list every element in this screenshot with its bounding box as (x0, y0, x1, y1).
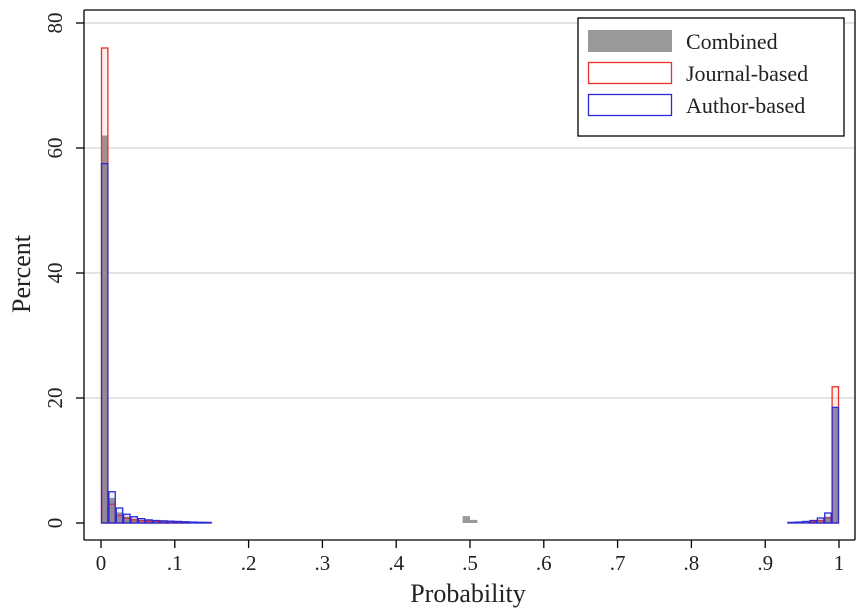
x-tick-label: .7 (610, 551, 626, 575)
x-tick-label: .1 (167, 551, 183, 575)
bar-author-based (130, 516, 139, 524)
bar-author-based (182, 521, 190, 524)
bar-combined (108, 498, 116, 523)
y-axis-label: Percent (7, 234, 36, 313)
x-tick-label: .5 (462, 551, 478, 575)
x-tick-label: .9 (757, 551, 773, 575)
legend-swatch (588, 30, 672, 52)
bar-combined (816, 519, 825, 523)
x-tick-label: 1 (834, 551, 845, 575)
bar-combined (123, 516, 131, 523)
legend-swatch (587, 61, 673, 85)
series-outline-bars (100, 47, 840, 524)
legend-swatch (587, 93, 673, 117)
y-tick-label: 40 (43, 263, 67, 284)
tick-labels: 0 .1 .2 .3 .4 .5 .6 .7 .8 .9 1 0 20 40 60 80 (43, 13, 844, 576)
x-tick-label: 0 (96, 551, 107, 575)
bar-combined (824, 516, 832, 523)
bar-author-based (196, 521, 205, 524)
bar-author-based (831, 406, 840, 524)
bar-combined (831, 407, 839, 523)
legend-label: Author-based (686, 93, 805, 118)
bar-author-based (794, 521, 803, 524)
y-tick-label: 80 (43, 13, 67, 34)
bar-author-based (787, 521, 795, 524)
x-tick-label: .6 (536, 551, 552, 575)
bar-author-based (137, 517, 146, 524)
bar-author-based (115, 507, 124, 524)
bar-author-based (167, 520, 175, 524)
series-combined-bars (101, 135, 839, 523)
x-tick-label: .4 (388, 551, 404, 575)
legend: Combined Journal-based Author-based (577, 17, 845, 137)
legend-label: Combined (686, 29, 778, 54)
bar-author-based (145, 519, 153, 524)
bar-author-based (100, 162, 109, 524)
x-tick-label: .2 (241, 551, 257, 575)
bar-author-based (824, 512, 832, 524)
bar-author-based (189, 521, 198, 524)
bar-combined (470, 519, 478, 523)
bar-combined (115, 512, 124, 523)
bar-author-based (122, 513, 131, 524)
bar-combined (137, 519, 146, 523)
bar-author-based (816, 517, 825, 524)
bar-combined (101, 135, 109, 523)
y-tick-label: 0 (43, 518, 67, 529)
y-tick-label: 20 (43, 388, 67, 409)
bar-author-based (108, 491, 116, 524)
bar-author-based (159, 520, 168, 524)
bar-author-based (152, 519, 161, 524)
bar-combined (462, 516, 470, 523)
x-axis-label: Probability (410, 579, 526, 608)
bar-combined (130, 518, 138, 523)
legend-label: Journal-based (686, 61, 808, 86)
x-tick-label: .3 (315, 551, 331, 575)
y-tick-label: 60 (43, 138, 67, 159)
x-tick-label: .8 (684, 551, 700, 575)
bar-author-based (801, 520, 810, 524)
bar-author-based (204, 521, 212, 524)
bar-author-based (809, 519, 818, 524)
bar-author-based (174, 520, 183, 524)
